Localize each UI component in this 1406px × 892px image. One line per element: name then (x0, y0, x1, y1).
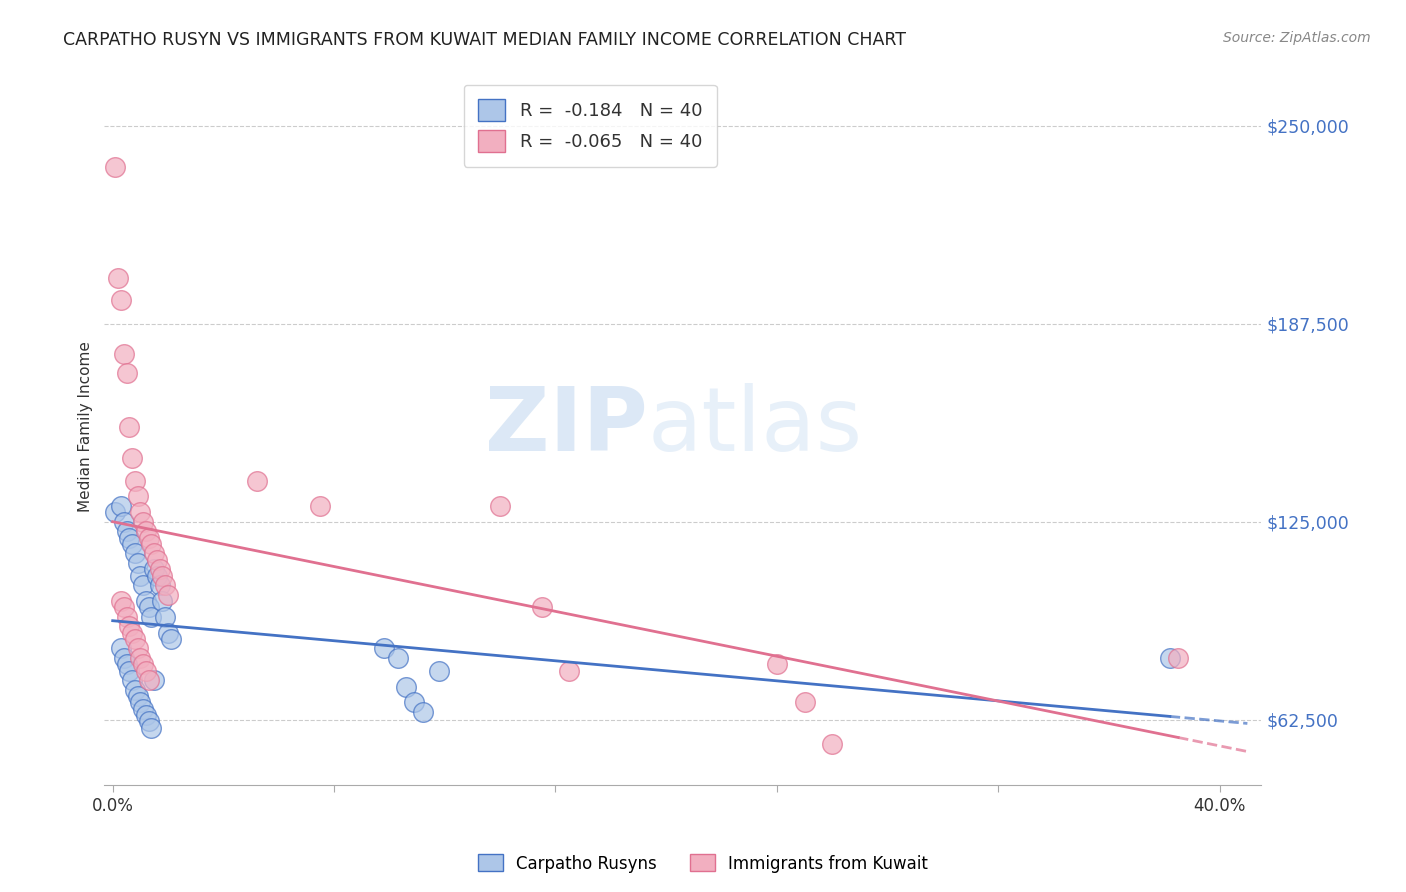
Text: atlas: atlas (648, 384, 863, 470)
Legend: Carpatho Rusyns, Immigrants from Kuwait: Carpatho Rusyns, Immigrants from Kuwait (471, 847, 935, 880)
Point (149, 562, 172, 576)
Point (115, 609, 138, 624)
Point (766, 657, 789, 672)
Point (146, 553, 169, 567)
Point (127, 489, 149, 503)
Point (129, 651, 152, 665)
Point (107, 270, 129, 285)
Point (138, 714, 160, 729)
Point (530, 600, 553, 615)
Point (112, 515, 135, 529)
Point (135, 594, 157, 608)
Point (1159, 651, 1181, 665)
Point (246, 474, 269, 488)
Point (118, 664, 141, 678)
Point (404, 695, 426, 709)
Point (821, 737, 844, 751)
Point (412, 705, 434, 719)
Point (373, 641, 395, 656)
Point (143, 546, 166, 560)
Point (121, 673, 143, 688)
Point (124, 682, 146, 697)
Point (149, 578, 172, 592)
Point (110, 594, 132, 608)
Point (152, 568, 174, 582)
Point (104, 160, 127, 174)
Point (157, 625, 180, 640)
Point (110, 499, 132, 513)
Point (132, 657, 155, 672)
Point (121, 451, 143, 466)
Point (143, 673, 166, 688)
Point (112, 651, 135, 665)
Point (141, 721, 163, 735)
Point (135, 664, 157, 678)
Point (1167, 651, 1189, 665)
Point (387, 651, 409, 665)
Point (121, 537, 143, 551)
Point (138, 531, 160, 545)
Point (124, 632, 146, 646)
Point (395, 680, 418, 694)
Point (135, 524, 157, 539)
Text: Source: ZipAtlas.com: Source: ZipAtlas.com (1223, 31, 1371, 45)
Point (132, 515, 155, 529)
Point (112, 347, 135, 361)
Legend: R =  -0.184   N = 40, R =  -0.065   N = 40: R = -0.184 N = 40, R = -0.065 N = 40 (464, 85, 717, 167)
Point (427, 664, 450, 678)
Point (132, 702, 155, 716)
Point (159, 632, 181, 646)
Point (132, 578, 155, 592)
Point (110, 641, 132, 656)
Point (129, 505, 152, 519)
Point (138, 673, 160, 688)
Point (115, 657, 138, 672)
Point (155, 609, 177, 624)
Y-axis label: Median Family Income: Median Family Income (79, 342, 93, 512)
Point (118, 531, 141, 545)
Point (118, 419, 141, 434)
Point (129, 568, 152, 582)
Point (138, 600, 160, 615)
Text: CARPATHO RUSYN VS IMMIGRANTS FROM KUWAIT MEDIAN FAMILY INCOME CORRELATION CHART: CARPATHO RUSYN VS IMMIGRANTS FROM KUWAIT… (63, 31, 907, 49)
Point (124, 474, 146, 488)
Point (558, 664, 581, 678)
Point (152, 594, 174, 608)
Point (143, 562, 166, 576)
Point (112, 600, 135, 615)
Point (115, 366, 138, 380)
Point (121, 625, 143, 640)
Point (141, 609, 163, 624)
Point (309, 499, 332, 513)
Point (155, 578, 177, 592)
Text: ZIP: ZIP (485, 384, 648, 470)
Point (157, 588, 180, 602)
Point (127, 641, 149, 656)
Point (115, 524, 138, 539)
Point (146, 568, 169, 582)
Point (127, 689, 149, 703)
Point (793, 695, 815, 709)
Point (489, 499, 512, 513)
Point (129, 695, 152, 709)
Point (110, 293, 132, 307)
Point (141, 537, 163, 551)
Point (124, 546, 146, 560)
Point (135, 708, 157, 723)
Point (104, 505, 127, 519)
Point (118, 619, 141, 633)
Point (127, 556, 149, 570)
